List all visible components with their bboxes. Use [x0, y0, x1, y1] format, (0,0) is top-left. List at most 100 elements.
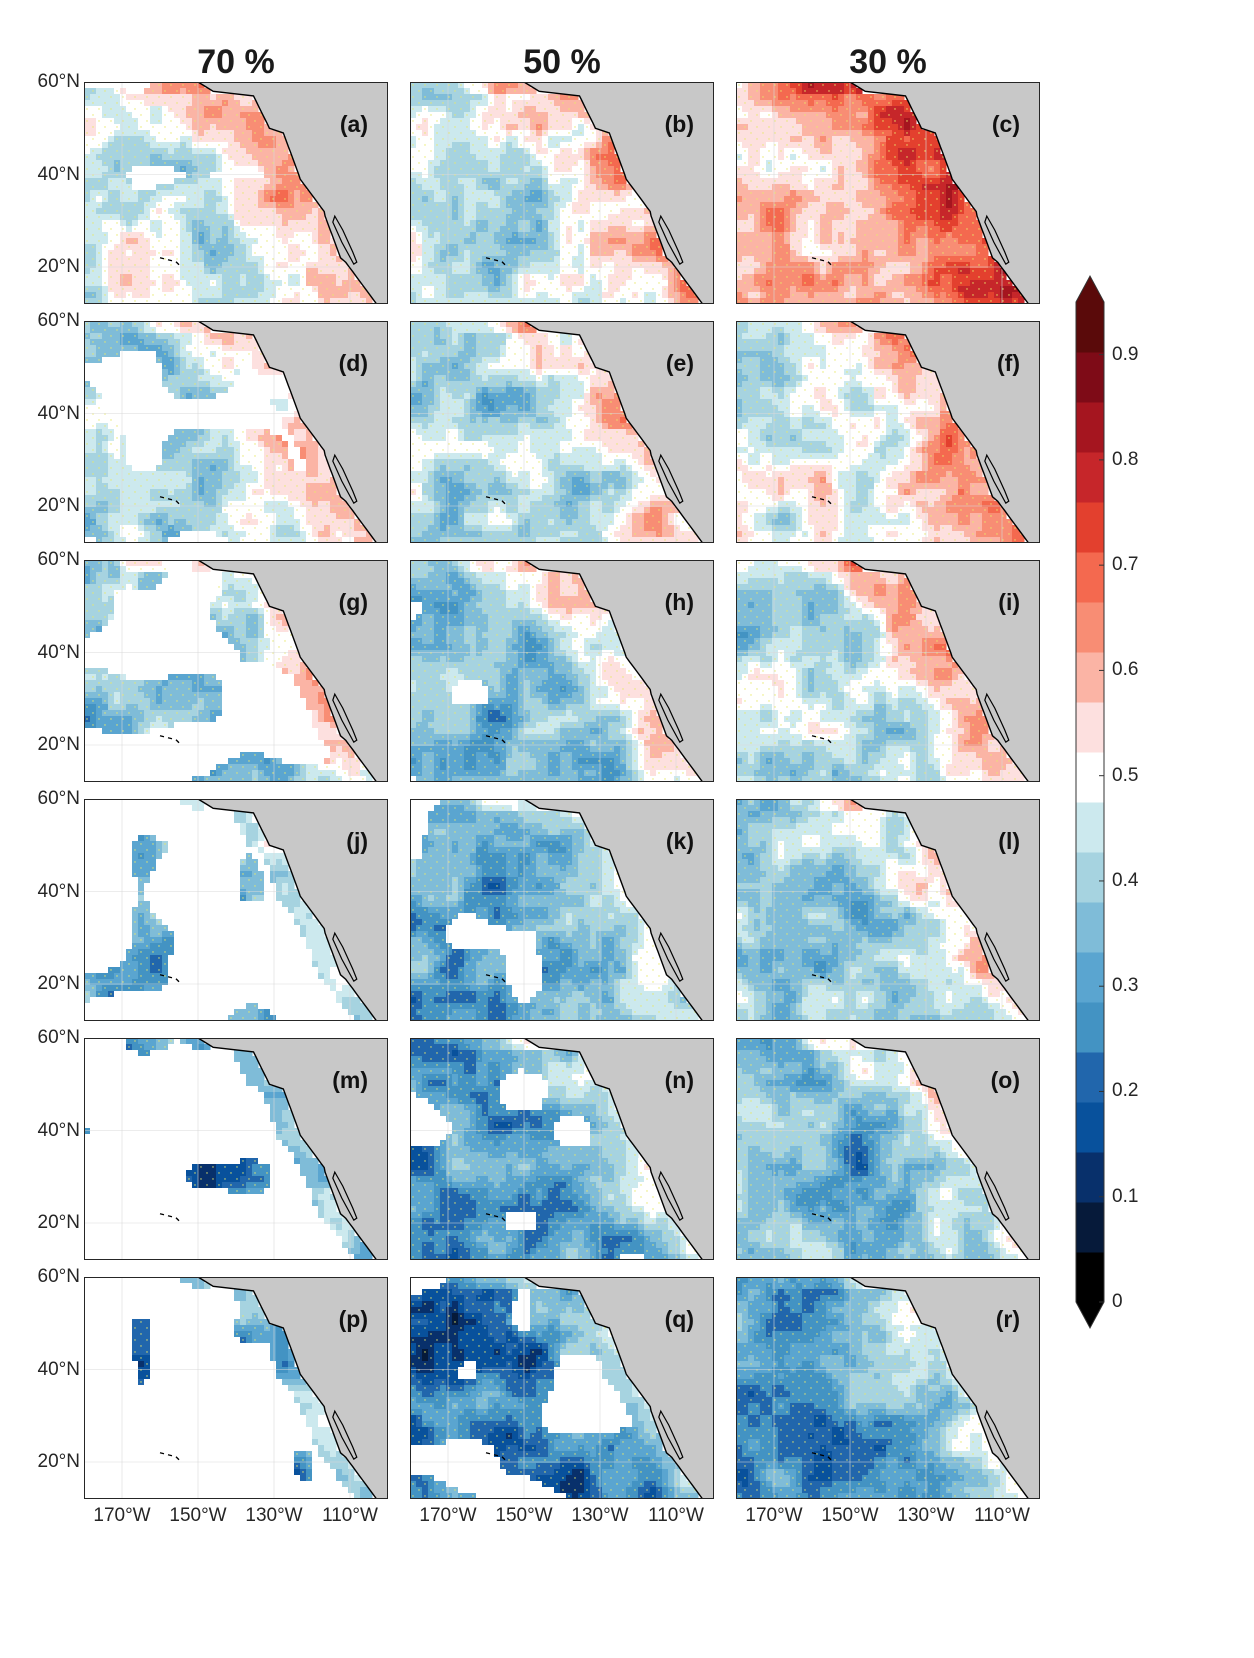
heatmap-cells	[736, 1038, 1025, 1260]
colorbar-segment	[1076, 652, 1104, 703]
map-panel-j: (j)	[84, 799, 388, 1021]
baja-peninsula	[332, 1170, 358, 1221]
hawaii-islands	[159, 1213, 180, 1222]
colorbar-segment	[1076, 1052, 1104, 1103]
hawaii-islands	[159, 974, 180, 983]
hawaii-islands	[485, 974, 506, 983]
hawaii-islands	[811, 974, 832, 983]
hawaii-islands	[485, 1452, 506, 1461]
map-panel-m: (m)	[84, 1038, 388, 1260]
y-tick-label: 40°N	[20, 1120, 80, 1142]
hawaii-islands	[159, 1452, 180, 1461]
panel-label: (m)	[332, 1067, 368, 1093]
panel-frame	[736, 1038, 1040, 1260]
hawaii-islands	[159, 735, 180, 744]
colorbar-tick-label: 0.4	[1112, 870, 1172, 892]
land-mass	[848, 799, 1040, 1021]
panel-label: (a)	[340, 111, 368, 137]
y-tick-label: 20°N	[20, 495, 80, 517]
heatmap-cells	[736, 321, 1025, 543]
land-mass	[522, 799, 714, 1021]
y-tick-label: 40°N	[20, 642, 80, 664]
x-tick-label: 110°W	[962, 1505, 1042, 1527]
panel-frame	[410, 1038, 714, 1260]
panel-label: (r)	[996, 1306, 1020, 1332]
map-panel-e: (e)	[410, 321, 714, 543]
hawaii-islands	[485, 1213, 506, 1222]
panel-frame	[84, 321, 388, 543]
y-tick-label: 60°N	[20, 71, 80, 93]
hawaii-islands	[485, 496, 506, 505]
y-tick-label: 20°N	[20, 1451, 80, 1473]
heatmap-cells	[410, 799, 699, 1021]
panel-label: (j)	[346, 828, 368, 854]
y-tick-label: 40°N	[20, 1359, 80, 1381]
baja-peninsula	[984, 931, 1010, 982]
colorbar-segment	[1076, 352, 1104, 403]
baja-peninsula	[984, 214, 1010, 265]
hawaii-islands	[485, 257, 506, 266]
panel-frame	[84, 1038, 388, 1260]
heatmap-cells	[84, 1277, 373, 1499]
map-panel-h: (h)	[410, 560, 714, 782]
baja-peninsula	[984, 453, 1010, 504]
colorbar-tick-label: 0.3	[1112, 975, 1172, 997]
baja-peninsula	[658, 931, 684, 982]
land-mass	[196, 82, 388, 304]
land-mass	[196, 560, 388, 782]
baja-peninsula	[332, 692, 358, 743]
hawaii-islands	[811, 257, 832, 266]
land-mass	[196, 1038, 388, 1260]
x-tick-label: 110°W	[636, 1505, 716, 1527]
baja-peninsula	[984, 1409, 1010, 1460]
colorbar-segment	[1076, 1102, 1104, 1153]
x-tick-label: 170°W	[82, 1505, 162, 1527]
colorbar-segment	[1076, 902, 1104, 953]
panel-frame	[736, 321, 1040, 543]
heatmap-cells	[410, 1277, 699, 1499]
heatmap-cells	[84, 1038, 373, 1260]
x-tick-label: 130°W	[560, 1505, 640, 1527]
x-tick-label: 130°W	[886, 1505, 966, 1527]
land-mass	[848, 1038, 1040, 1260]
baja-peninsula	[332, 931, 358, 982]
colorbar-segment	[1076, 402, 1104, 453]
column-title-30: 30 %	[728, 42, 1048, 82]
land-mass	[848, 321, 1040, 543]
panel-frame	[410, 560, 714, 782]
y-tick-label: 20°N	[20, 734, 80, 756]
map-panel-q: (q)	[410, 1277, 714, 1499]
panel-label: (f)	[997, 350, 1020, 376]
panel-frame	[84, 560, 388, 782]
hawaii-islands	[485, 735, 506, 744]
colorbar-extend-top	[1076, 276, 1104, 302]
land-mass	[848, 82, 1040, 304]
heatmap-cells	[410, 82, 699, 304]
y-tick-label: 20°N	[20, 973, 80, 995]
panel-frame	[84, 799, 388, 1021]
colorbar-segment	[1076, 952, 1104, 1003]
baja-peninsula	[984, 1170, 1010, 1221]
heatmap-cells	[410, 321, 699, 543]
panel-frame	[410, 799, 714, 1021]
x-tick-label: 150°W	[158, 1505, 238, 1527]
panel-frame	[736, 82, 1040, 304]
colorbar-tick-label: 0.7	[1112, 554, 1172, 576]
y-tick-label: 60°N	[20, 1027, 80, 1049]
heatmap-cells	[736, 560, 1025, 782]
land-mass	[522, 1038, 714, 1260]
y-tick-label: 60°N	[20, 1266, 80, 1288]
hawaii-islands	[159, 257, 180, 266]
panel-label: (p)	[339, 1306, 368, 1332]
map-panel-l: (l)	[736, 799, 1040, 1021]
map-panel-p: (p)	[84, 1277, 388, 1499]
x-tick-label: 170°W	[408, 1505, 488, 1527]
colorbar-segment	[1076, 552, 1104, 603]
colorbar-tick-label: 0	[1112, 1291, 1172, 1313]
panel-frame	[410, 321, 714, 543]
x-tick-label: 150°W	[810, 1505, 890, 1527]
colorbar-segment	[1076, 852, 1104, 903]
panel-label: (o)	[991, 1067, 1020, 1093]
heatmap-cells	[410, 1038, 699, 1260]
